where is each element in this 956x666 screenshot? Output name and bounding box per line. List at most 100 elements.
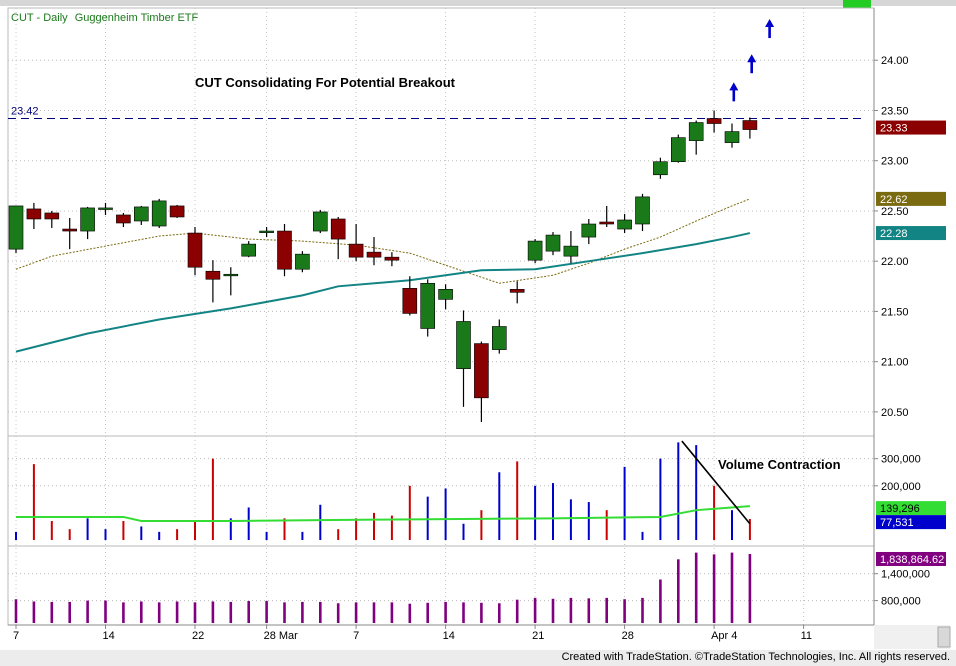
candle: [438, 284, 453, 310]
candle: [509, 281, 525, 304]
candle-body: [438, 289, 453, 300]
price-annotation: CUT Consolidating For Potential Breakout: [195, 75, 456, 90]
candle-body: [98, 207, 113, 210]
volume-annotation: Volume Contraction: [718, 457, 841, 472]
footer-bar: Created with TradeStation. ©TradeStation…: [0, 650, 956, 666]
candle-body: [366, 251, 382, 258]
candle: [581, 218, 597, 245]
volume-bars: [15, 442, 751, 540]
candle-body: [474, 343, 489, 399]
chart-header: CUT - Daily Guggenheim Timber ETF: [11, 12, 199, 24]
candle: [169, 204, 185, 218]
candle: [742, 117, 758, 139]
price-badge-ma-short-bg: [876, 191, 946, 206]
price-tick-label: 23.00: [881, 156, 909, 168]
candle: [653, 157, 668, 179]
candle: [599, 205, 615, 228]
candle: [62, 217, 78, 250]
candle: [98, 202, 113, 215]
candle-body: [581, 223, 597, 238]
third-badge-last: 1,838,864.62: [876, 551, 946, 566]
breakout-arrow: [747, 54, 757, 74]
candle-body: [688, 122, 704, 141]
scrollbar-thumb[interactable]: [937, 626, 951, 648]
date-tick-label: 7: [353, 630, 359, 642]
candle: [545, 232, 561, 256]
candle: [724, 123, 740, 148]
third-badge-last-text: 1,838,864.62: [880, 554, 944, 566]
candle-body: [205, 270, 221, 280]
candle: [706, 110, 722, 133]
candle-body: [241, 243, 256, 257]
candle: [474, 341, 489, 422]
candle-body: [44, 212, 60, 220]
candle: [151, 198, 167, 229]
price-badge-ma-long-text: 22.28: [880, 228, 908, 240]
date-tick-label: 7: [13, 630, 19, 642]
header-separator: -: [36, 12, 40, 24]
footer-credit: Created with TradeStation. ©TradeStation…: [561, 651, 950, 663]
price-badge-last-text: 23.33: [880, 123, 908, 135]
candle-body: [223, 273, 239, 277]
chart-scrollbar[interactable]: [874, 625, 950, 649]
candle: [527, 239, 543, 264]
candle: [44, 210, 60, 229]
candle: [26, 202, 42, 230]
candle: [688, 120, 704, 155]
breakout-arrow: [729, 82, 739, 102]
vertical-grid: [15, 8, 805, 625]
candle-body: [617, 219, 632, 230]
ma-long-line: [15, 232, 751, 353]
candle-body: [277, 230, 292, 270]
candle: [563, 231, 579, 264]
third-badge-last-bg: [876, 551, 946, 566]
price-badge-ma-long: 22.28: [876, 226, 946, 241]
date-tick-label: 28 Mar: [264, 630, 299, 642]
price-badge-ma-long-bg: [876, 226, 946, 241]
third-tick-label: 1,400,000: [881, 569, 930, 581]
price-tick-label: 22.00: [881, 256, 909, 268]
breakout-arrow: [765, 19, 775, 39]
price-badge-last-bg: [876, 120, 946, 135]
volume-tick-label: 200,000: [881, 481, 921, 493]
price-tick-label: 21.00: [881, 357, 909, 369]
candle-body: [402, 288, 418, 314]
volume-badge-avg-bg: [876, 501, 946, 516]
candle: [420, 279, 436, 337]
candle: [205, 260, 221, 303]
candle-body: [670, 137, 686, 163]
arrow-head: [747, 54, 757, 63]
price-badge-ma-short-text: 22.62: [880, 194, 908, 206]
candle: [348, 224, 364, 262]
top-strip: [0, 0, 956, 6]
candle: [384, 252, 400, 267]
candle-body: [187, 232, 203, 268]
candle: [241, 241, 256, 258]
price-axis-ticks: 20.50 21.00 21.50 22.00 22.50 23.00 23.50 24.00: [874, 55, 909, 419]
volume-trendline: [681, 440, 751, 525]
candle: [456, 310, 471, 407]
price-tick-label: 24.00: [881, 55, 909, 67]
candle: [670, 134, 686, 163]
candle-body: [312, 211, 328, 232]
candle-body: [62, 228, 78, 232]
volume-badge-avg-text: 139,296: [880, 503, 920, 515]
third-axis-ticks: 800,000 1,400,000: [874, 569, 930, 608]
date-tick-label: 14: [443, 630, 455, 642]
candle-body: [26, 208, 42, 220]
status-indicator: [843, 0, 871, 8]
candle: [134, 205, 149, 226]
candle: [366, 237, 382, 266]
price-tick-label: 20.50: [881, 407, 909, 419]
candle-body: [169, 205, 185, 218]
resistance-label: 23.42: [11, 106, 39, 118]
candle-body: [653, 161, 668, 176]
volume-average-line: [16, 505, 750, 523]
candle-body: [563, 245, 579, 257]
candle-body: [545, 234, 561, 252]
price-badge-ma-short: 22.62: [876, 191, 946, 206]
header-name: Guggenheim Timber ETF: [75, 12, 199, 24]
candle-body: [456, 321, 471, 369]
